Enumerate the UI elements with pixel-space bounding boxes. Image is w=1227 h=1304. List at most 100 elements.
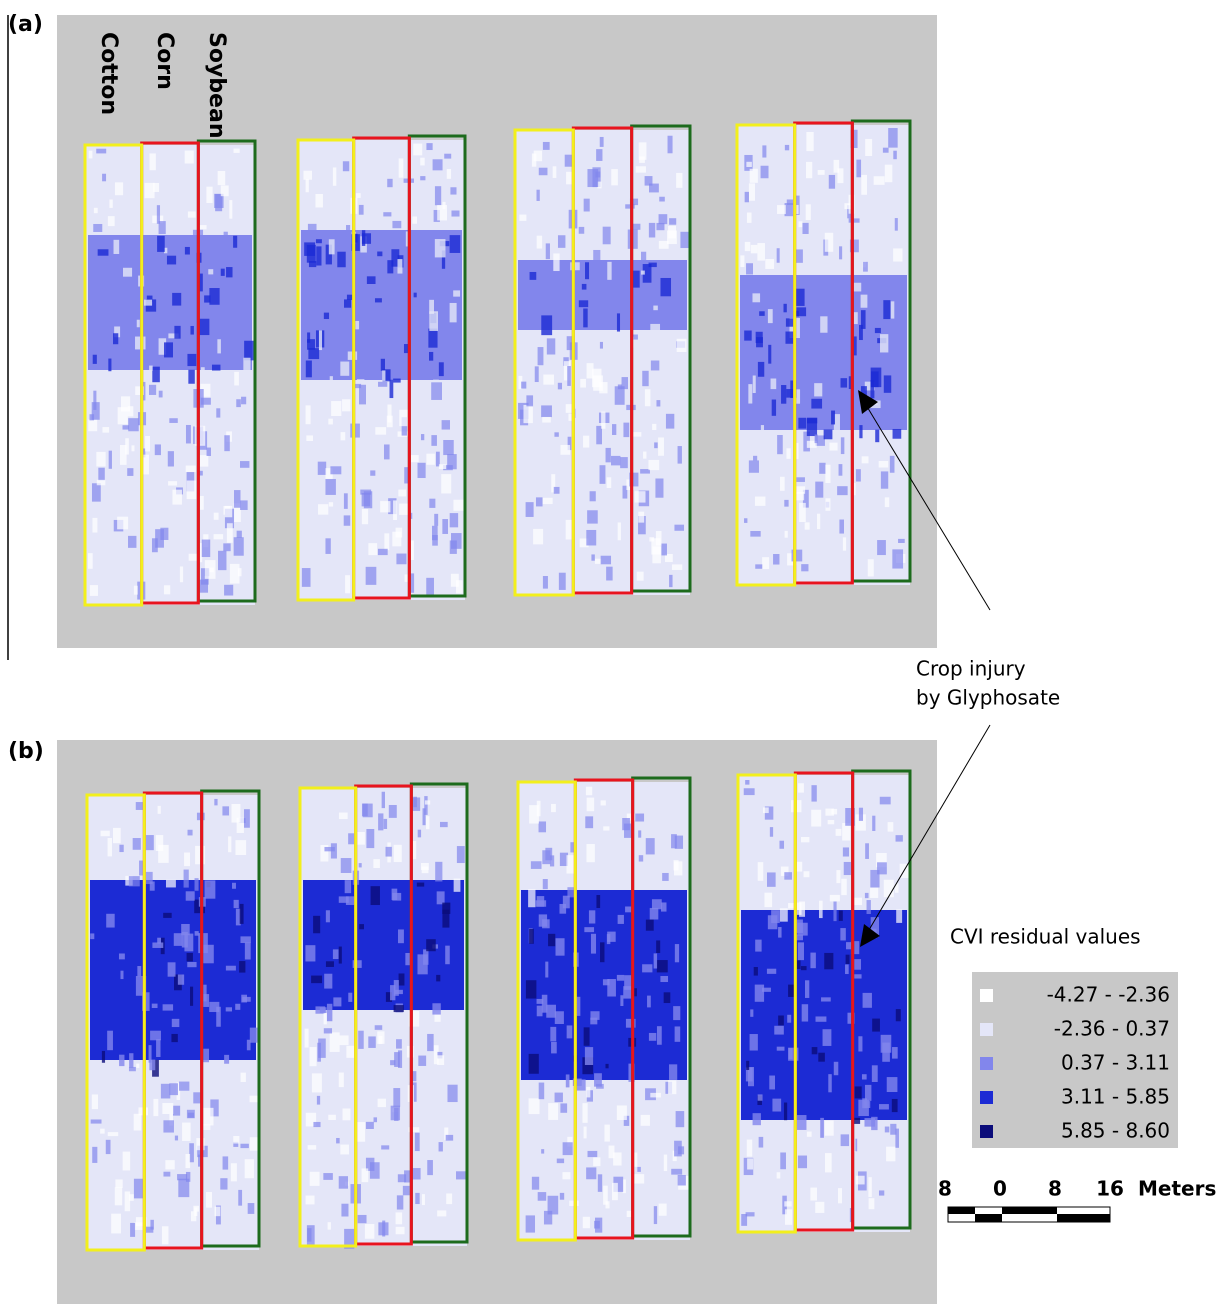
speckle <box>871 371 879 387</box>
speckle <box>805 522 810 529</box>
speckle <box>890 1124 896 1135</box>
speckle <box>890 456 895 473</box>
speckle <box>671 1169 682 1175</box>
speckle <box>831 809 837 815</box>
speckle <box>885 165 893 183</box>
speckle <box>102 427 109 433</box>
speckle <box>240 936 250 943</box>
speckle <box>675 1026 681 1041</box>
legend-label: -4.27 - -2.36 <box>1047 983 1170 1007</box>
speckle <box>528 889 535 907</box>
speckle <box>345 880 351 893</box>
speckle <box>313 1122 320 1127</box>
speckle <box>585 1047 593 1065</box>
speckle <box>366 567 377 585</box>
speckle <box>675 944 679 962</box>
speckle <box>307 1225 315 1244</box>
speckle <box>668 1080 676 1094</box>
speckle <box>764 893 772 907</box>
speckle <box>128 418 139 431</box>
legend-swatch <box>980 1091 993 1104</box>
speckle <box>169 1083 178 1095</box>
speckle <box>426 578 434 595</box>
speckle <box>653 306 657 311</box>
speckle <box>531 861 542 869</box>
speckle <box>624 975 632 990</box>
speckle <box>537 1006 543 1017</box>
speckle <box>117 517 128 530</box>
speckle <box>862 456 869 463</box>
speckle <box>875 328 881 333</box>
speckle <box>432 526 438 540</box>
speckle <box>771 379 777 390</box>
speckle <box>784 500 788 507</box>
speckle <box>797 1115 806 1130</box>
speckle <box>319 330 322 350</box>
speckle <box>188 370 194 384</box>
speckle <box>214 513 219 520</box>
speckle <box>828 1074 831 1092</box>
speckle <box>451 574 459 587</box>
speckle <box>234 149 240 153</box>
speckle <box>199 319 210 335</box>
speckle <box>773 554 779 565</box>
speckle <box>195 878 199 891</box>
speckle <box>316 239 322 243</box>
speckle <box>150 1031 161 1041</box>
scale-tick-label: 16 <box>1096 1177 1124 1201</box>
speckle <box>586 844 594 862</box>
speckle <box>442 910 449 928</box>
speckle <box>222 806 229 815</box>
legend-swatch <box>980 989 993 1002</box>
speckle <box>846 955 850 964</box>
speckle <box>868 559 874 576</box>
speckle <box>622 377 628 389</box>
speckle <box>115 1179 122 1188</box>
speckle <box>308 224 317 241</box>
speckle <box>583 1217 590 1228</box>
speckle <box>445 946 450 965</box>
speckle <box>224 435 229 451</box>
speckle <box>96 149 106 154</box>
speckle <box>872 1065 878 1082</box>
speckle <box>153 183 159 192</box>
speckle <box>622 818 630 830</box>
speckle <box>892 549 903 568</box>
speckle <box>587 363 594 378</box>
speckle <box>537 999 544 1004</box>
speckle <box>611 456 620 465</box>
speckle <box>129 1053 133 1068</box>
speckle <box>865 139 872 156</box>
speckle <box>390 1060 395 1065</box>
speckle <box>875 430 879 442</box>
speckle <box>633 1174 644 1183</box>
speckle <box>650 908 659 920</box>
speckle <box>888 822 894 832</box>
speckle <box>672 564 682 570</box>
speckle <box>600 137 604 147</box>
speckle <box>659 214 668 224</box>
speckle <box>382 370 385 380</box>
speckle <box>563 896 570 909</box>
speckle <box>856 469 861 481</box>
speckle <box>118 407 128 424</box>
speckle <box>613 1152 621 1165</box>
speckle <box>106 914 114 928</box>
panel-label: (b) <box>8 739 44 764</box>
speckle <box>359 863 362 867</box>
speckle <box>526 1215 535 1232</box>
speckle <box>587 798 595 812</box>
scale-segment <box>948 1207 975 1214</box>
speckle <box>193 1206 199 1212</box>
speckle <box>664 1155 667 1171</box>
speckle <box>243 358 250 375</box>
speckle <box>392 221 401 228</box>
speckle <box>550 855 554 866</box>
speckle <box>394 990 402 994</box>
speckle <box>526 395 533 406</box>
speckle <box>450 513 458 527</box>
speckle <box>203 1049 209 1063</box>
speckle <box>544 1211 552 1225</box>
speckle <box>240 904 244 924</box>
speckle <box>587 510 598 523</box>
